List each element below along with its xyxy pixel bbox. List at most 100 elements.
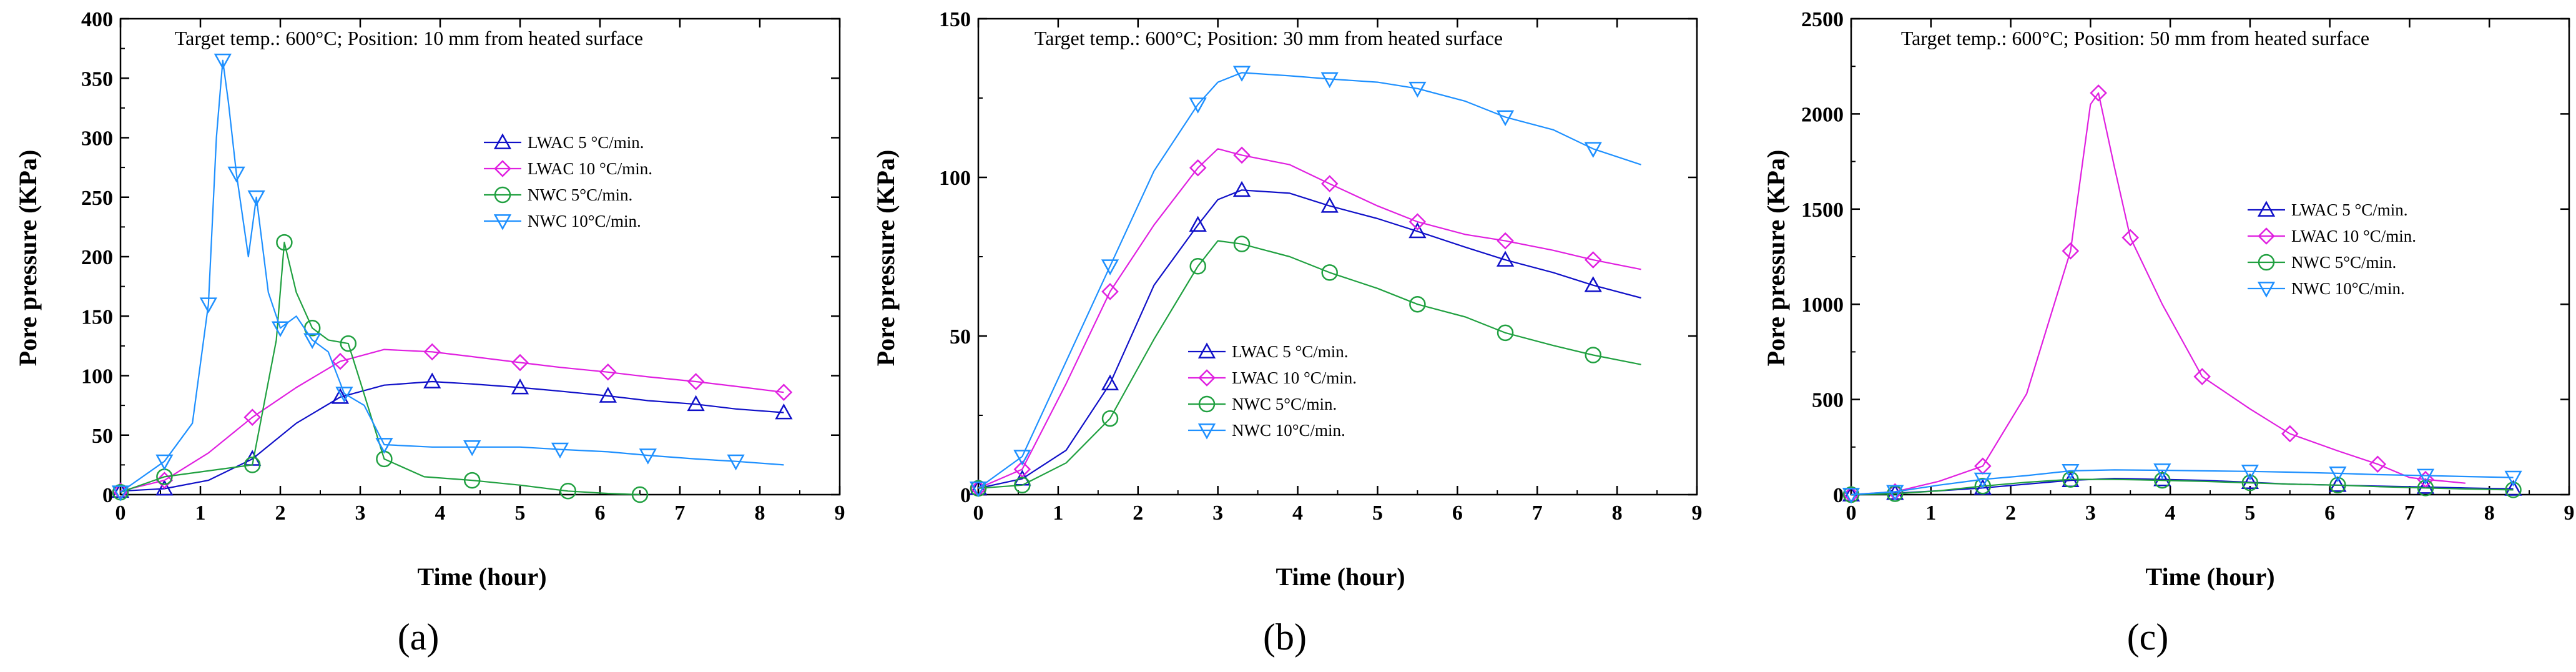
data-point-marker (687, 373, 705, 390)
y-tick-label: 2000 (1801, 103, 1844, 126)
data-point-marker (631, 486, 649, 503)
data-point-marker (423, 343, 441, 361)
y-tick-label: 2500 (1801, 8, 1844, 31)
series-line-2 (120, 348, 784, 492)
data-point-marker (1409, 295, 1426, 313)
data-point-marker (559, 483, 577, 500)
legend-marker (493, 214, 512, 230)
data-point-marker (227, 166, 245, 183)
data-point-marker (1584, 276, 1602, 292)
data-point-marker (1101, 259, 1119, 275)
x-tick-label: 9 (835, 502, 845, 525)
data-point-marker (2153, 470, 2171, 487)
data-point-marker (1013, 450, 1031, 466)
x-tick-label: 5 (515, 502, 526, 525)
data-point-marker (1189, 215, 1207, 232)
legend-marker (2258, 254, 2275, 271)
data-point-marker (2241, 473, 2259, 490)
data-point-marker (1014, 477, 1031, 494)
data-point-marker (2329, 467, 2347, 483)
x-tick-label: 7 (1532, 502, 1543, 525)
y-tick-label: 200 (81, 246, 113, 269)
x-tick-label: 8 (755, 502, 765, 525)
data-point-marker (1320, 197, 1339, 213)
series-line-3 (1851, 478, 2514, 496)
data-point-marker (1189, 97, 1207, 114)
data-point-marker (1584, 251, 1602, 269)
y-tick-label: 0 (960, 484, 971, 507)
panel-a: Target temp.: 600°C; Position: 10 mm fro… (14, 27, 643, 658)
legend-marker (2258, 227, 2275, 245)
x-tick-label: 3 (1212, 502, 1223, 525)
legend-marker (1198, 369, 1216, 387)
legend-label: NWC 10°C/min. (2291, 279, 2405, 298)
data-point-marker (1497, 324, 1514, 342)
x-tick-label: 3 (2085, 502, 2096, 525)
legend-label: LWAC 10 °C/min. (528, 159, 652, 178)
x-tick-label: 7 (2404, 502, 2415, 525)
panel-c-label: (c) (2127, 616, 2169, 658)
data-point-marker (1101, 374, 1119, 391)
legend-marker (493, 133, 512, 149)
data-point-marker (1013, 460, 1031, 478)
series-line-4 (120, 59, 784, 493)
legend-label: NWC 5°C/min. (1232, 395, 1337, 413)
data-point-marker (199, 297, 217, 314)
y-tick-label: 250 (81, 187, 113, 210)
series-line-3 (120, 242, 641, 496)
x-tick-label: 2 (275, 502, 286, 525)
series-line-1 (120, 380, 784, 492)
data-point-marker (1321, 264, 1338, 281)
data-point-marker (2062, 242, 2080, 260)
data-point-marker (331, 388, 350, 404)
data-point-marker (511, 353, 529, 372)
data-point-marker (687, 395, 705, 412)
data-point-marker (1233, 146, 1251, 164)
data-point-marker (2062, 471, 2079, 488)
y-tick-label: 350 (81, 67, 113, 91)
data-point-marker (551, 442, 569, 459)
data-point-marker (271, 321, 290, 337)
x-tick-label: 0 (1846, 502, 1857, 525)
panel-c-title: Target temp.: 600°C; Position: 50 mm fro… (1901, 27, 2369, 49)
data-point-marker (335, 387, 353, 403)
legend-label: LWAC 5 °C/min. (2291, 200, 2408, 219)
data-point-marker (2329, 477, 2346, 494)
data-point-marker (2062, 464, 2080, 480)
data-point-marker (2241, 474, 2259, 492)
panel-b-xlabel: Time (hour) (1276, 563, 1405, 591)
panel-b-title: Target temp.: 600°C; Position: 30 mm fro… (1035, 27, 1503, 49)
y-tick-label: 0 (102, 484, 113, 507)
data-point-marker (2153, 463, 2171, 480)
y-tick-label: 300 (81, 127, 113, 151)
data-point-marker (775, 403, 793, 420)
data-point-marker (2369, 455, 2387, 473)
data-point-marker (2090, 84, 2107, 102)
data-point-marker (463, 440, 481, 457)
legend-label: LWAC 5 °C/min. (1232, 342, 1349, 361)
legend-label: LWAC 10 °C/min. (2291, 227, 2416, 245)
x-tick-label: 0 (973, 502, 984, 525)
panel-b: Target temp.: 600°C; Position: 30 mm fro… (872, 27, 1503, 658)
x-tick-label: 5 (2244, 502, 2255, 525)
legend-label: NWC 5°C/min. (2291, 253, 2396, 272)
data-point-marker (599, 387, 617, 403)
data-point-marker (639, 448, 657, 465)
y-tick-label: 150 (939, 8, 971, 31)
data-point-marker (1886, 485, 1904, 502)
panel-a-xlabel: Time (hour) (417, 563, 546, 591)
data-point-marker (2193, 368, 2211, 385)
x-tick-label: 9 (1692, 502, 1703, 525)
y-tick-label: 150 (81, 305, 113, 329)
panel-c-ylabel: Pore pressure (KPa) (1762, 150, 1790, 367)
legend-label: LWAC 5 °C/min. (528, 133, 644, 152)
data-point-marker (155, 454, 174, 471)
data-point-marker (1320, 72, 1339, 89)
data-point-marker (1101, 410, 1119, 427)
legend-marker (2257, 282, 2276, 298)
x-tick-label: 7 (675, 502, 686, 525)
data-point-marker (276, 234, 293, 251)
data-point-marker (599, 363, 617, 381)
data-point-marker (1232, 66, 1251, 82)
